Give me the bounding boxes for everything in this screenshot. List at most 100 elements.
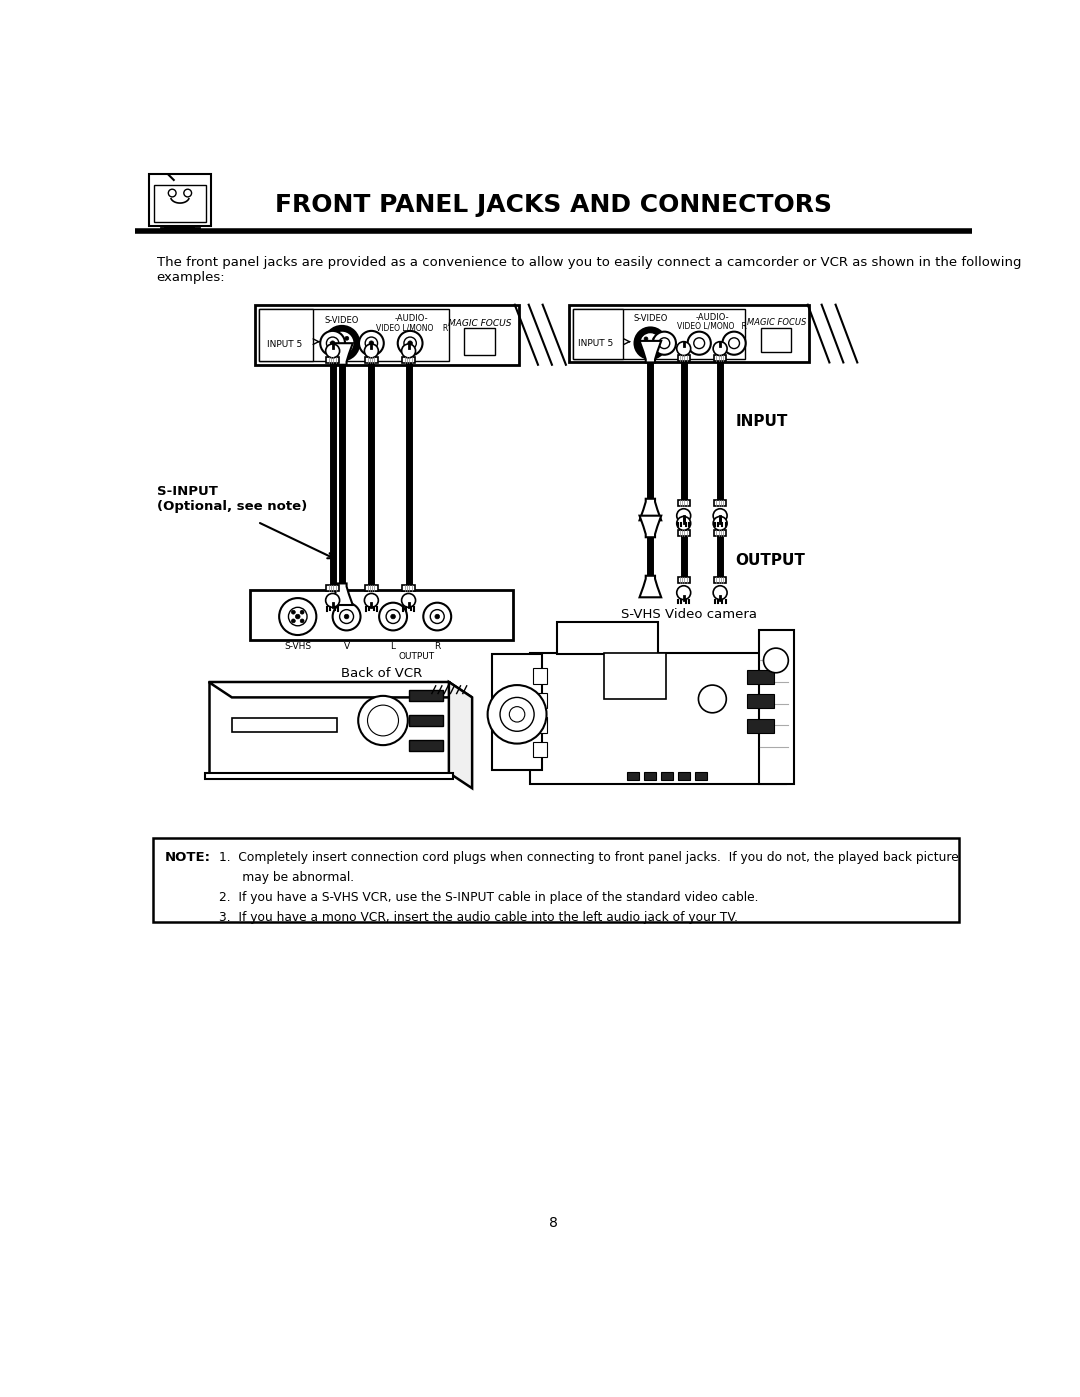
Circle shape [321,331,345,355]
Circle shape [387,609,400,623]
Circle shape [402,594,416,608]
Circle shape [648,341,652,345]
Text: L: L [391,643,395,651]
Text: VIDEO L/MONO    R: VIDEO L/MONO R [376,323,448,332]
Bar [259,309,449,360]
Circle shape [713,585,727,599]
Bar [532,668,546,683]
Circle shape [408,341,413,345]
Text: 3.  If you have a mono VCR, insert the audio cable into the left audio jack of y: 3. If you have a mono VCR, insert the au… [218,911,738,925]
Polygon shape [639,576,661,598]
Circle shape [288,608,307,626]
Circle shape [430,609,444,623]
Bar [532,718,546,733]
Bar [164,226,195,231]
Circle shape [300,610,305,615]
Bar [572,309,745,359]
Circle shape [729,338,740,349]
Bar [208,682,449,773]
Bar [403,585,415,591]
Bar [696,773,707,780]
Circle shape [369,341,374,345]
Circle shape [339,341,345,345]
Circle shape [677,517,691,531]
Circle shape [713,342,727,355]
Circle shape [364,594,378,608]
Text: MAGIC FOCUS: MAGIC FOCUS [448,320,512,328]
Circle shape [330,341,335,345]
Bar [747,719,774,733]
Circle shape [326,344,339,358]
Circle shape [423,602,451,630]
Circle shape [642,334,660,352]
Text: VIDEO L/MONO   R: VIDEO L/MONO R [677,321,747,331]
Circle shape [367,705,399,736]
Circle shape [300,619,305,623]
Bar [403,358,415,363]
Bar [530,652,786,784]
Circle shape [365,337,378,349]
Bar [627,773,638,780]
Circle shape [510,707,525,722]
Circle shape [652,337,657,341]
Bar [232,718,337,732]
Circle shape [688,331,711,355]
Circle shape [404,337,416,349]
Bar [677,577,690,584]
Bar [572,309,623,359]
Bar [761,328,791,352]
Bar [365,585,378,591]
Circle shape [296,615,300,619]
Polygon shape [449,682,472,788]
Bar [408,740,444,750]
Bar [644,773,656,780]
Polygon shape [332,344,353,365]
Circle shape [326,337,339,349]
Text: 2.  If you have a S-VHS VCR, use the S-INPUT cable in place of the standard vide: 2. If you have a S-VHS VCR, use the S-IN… [218,891,758,904]
Bar [714,355,727,360]
Text: 8: 8 [549,1215,558,1229]
Bar [677,355,690,360]
Text: FRONT PANEL JACKS AND CONNECTORS: FRONT PANEL JACKS AND CONNECTORS [275,193,832,217]
Text: 1.  Completely insert connection cord plugs when connecting to front panel jacks: 1. Completely insert connection cord plu… [218,851,958,865]
Circle shape [677,509,691,522]
Text: S-VHS: S-VHS [284,643,311,651]
Bar [677,529,690,535]
Circle shape [292,619,295,623]
Circle shape [402,344,416,358]
Bar [408,690,444,701]
Text: The front panel jacks are provided as a convenience to allow you to easily conne: The front panel jacks are provided as a … [157,256,1022,284]
Circle shape [659,338,670,349]
Bar [661,773,673,780]
Polygon shape [208,682,472,697]
Circle shape [168,189,176,197]
Bar [326,585,339,591]
Circle shape [292,610,295,615]
Bar [714,529,727,535]
Bar [326,358,339,363]
Text: INPUT 5: INPUT 5 [267,341,302,349]
Circle shape [677,342,691,355]
Circle shape [435,615,440,619]
Bar [532,742,546,757]
Circle shape [693,338,704,349]
Circle shape [364,344,378,358]
Circle shape [391,615,395,619]
Circle shape [335,346,339,351]
Bar [259,309,313,360]
Text: OUTPUT: OUTPUT [399,652,434,661]
Bar [532,693,546,708]
Text: OUTPUT: OUTPUT [735,553,806,567]
Circle shape [345,346,349,351]
Bar [747,669,774,683]
Text: S-VIDEO: S-VIDEO [633,314,667,323]
Bar [759,630,794,784]
Circle shape [723,331,745,355]
Bar [153,838,959,922]
Bar [464,328,496,355]
Polygon shape [639,499,661,520]
Bar [714,500,727,507]
Text: S-INPUT
(Optional, see note): S-INPUT (Optional, see note) [157,485,307,513]
Text: NOTE:: NOTE: [164,851,211,865]
Bar [604,652,666,698]
